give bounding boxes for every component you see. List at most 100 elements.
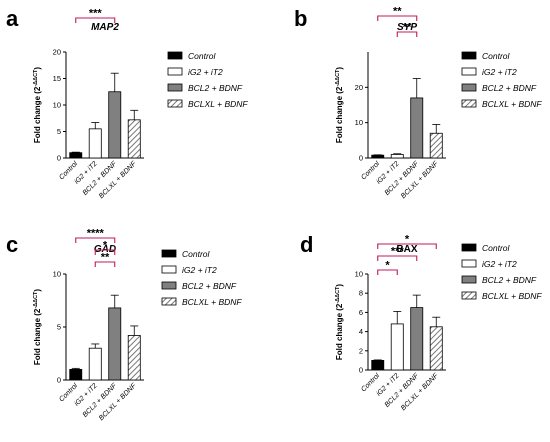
panel-a-sig-bracket-0 bbox=[75, 17, 116, 23]
panel-d-ytick-label-5: 10 bbox=[355, 270, 363, 279]
panel-c-sig-label-1: * bbox=[103, 240, 108, 252]
panel-d-legend-swatch-3 bbox=[461, 291, 477, 300]
panel-c-legend-swatch-0 bbox=[161, 249, 177, 258]
panel-d-sig-bracket-0 bbox=[377, 243, 437, 249]
panel-b-legend-label-0: Control bbox=[482, 51, 511, 61]
panel-b-ytick-label-2: 20 bbox=[355, 83, 363, 92]
panel-b-ylabel: Fold change (2-ΔΔCT) bbox=[335, 67, 344, 144]
panel-d-legend-label-3: BCLXL + BDNF bbox=[482, 291, 542, 301]
panel-d-title: BAX bbox=[396, 244, 417, 255]
panel-a-bar-0 bbox=[69, 152, 83, 159]
panel-c-bar-3 bbox=[127, 335, 141, 381]
panel-b-legend-label-2: BCL2 + BDNF bbox=[482, 83, 537, 93]
panel-d-ytick-label-2: 4 bbox=[359, 327, 363, 336]
panel-c-sig-bracket-2 bbox=[94, 261, 116, 267]
panel-d-ytick-label-0: 0 bbox=[359, 366, 363, 375]
panel-a-legend-swatch-1 bbox=[167, 67, 183, 76]
panel-b-sig-bracket-1 bbox=[396, 31, 418, 37]
panel-d-bar-0 bbox=[371, 359, 385, 371]
panel-b-legend-label-1: iG2 + iT2 bbox=[482, 67, 517, 77]
panel-d-ylabel: Fold change (2-ΔΔCT) bbox=[335, 284, 344, 361]
panel-c-ylabel: Fold change (2-ΔΔCT) bbox=[33, 289, 42, 366]
panel-a-ylabel: Fold change (2-ΔΔCT) bbox=[33, 67, 42, 144]
panel-d-ytick-label-4: 8 bbox=[359, 289, 363, 298]
panel-d-legend-label-2: BCL2 + BDNF bbox=[482, 275, 537, 285]
panel-b-cat-label-3: BCLXL + BDNF bbox=[400, 160, 440, 200]
panel-b-legend-swatch-2 bbox=[461, 83, 477, 92]
panel-c-bar-2 bbox=[108, 307, 122, 381]
panel-d-legend-label-1: iG2 + iT2 bbox=[482, 259, 517, 269]
panel-b-sig-bracket-0 bbox=[377, 15, 418, 21]
panel-d-legend-swatch-1 bbox=[461, 259, 477, 268]
panel-d-sig-label-1: *** bbox=[391, 246, 405, 258]
panel-c-legend-label-3: BCLXL + BDNF bbox=[182, 297, 242, 307]
panel-d-letter: d bbox=[300, 232, 313, 257]
panel-a-title: MAP2 bbox=[91, 22, 119, 33]
panel-c-ytick-label-0: 0 bbox=[57, 376, 61, 385]
panel-d-sig-bracket-1 bbox=[377, 255, 418, 261]
panel-b-bar-2 bbox=[410, 97, 424, 159]
panel-c-legend-label-1: iG2 + iT2 bbox=[182, 265, 217, 275]
panel-c-ytick-label-2: 10 bbox=[53, 270, 61, 279]
panel-a-ytick-label-2: 10 bbox=[53, 101, 61, 110]
panel-d-cat-label-2: BCL2 + BDNF bbox=[384, 372, 421, 409]
panel-b-bar-0 bbox=[371, 154, 385, 159]
panel-a-ytick-label-3: 15 bbox=[53, 74, 61, 83]
panel-b-cat-label-2: BCL2 + BDNF bbox=[384, 160, 421, 197]
panel-b-bar-3 bbox=[429, 132, 443, 159]
panel-c-bar-1 bbox=[88, 347, 102, 381]
panel-a-cat-label-3: BCLXL + BDNF bbox=[98, 160, 138, 200]
panel-a-ytick-label-4: 20 bbox=[53, 48, 61, 57]
panel-c-cat-label-3: BCLXL + BDNF bbox=[98, 382, 138, 422]
panel-b-sig-label-1: ** bbox=[403, 22, 412, 34]
panel-c-legend-swatch-3 bbox=[161, 297, 177, 306]
panel-a-legend-swatch-2 bbox=[167, 83, 183, 92]
panel-a-legend-swatch-0 bbox=[167, 51, 183, 60]
panel-d-sig-label-2: * bbox=[385, 260, 390, 272]
panel-a-bar-2 bbox=[108, 91, 122, 159]
panel-c-letter: c bbox=[6, 232, 18, 257]
panel-b-letter: b bbox=[294, 6, 307, 31]
panel-b-legend-swatch-3 bbox=[461, 99, 477, 108]
panel-d-sig-label-0: * bbox=[405, 234, 410, 246]
panel-d-ytick-label-3: 6 bbox=[359, 308, 363, 317]
panel-b-bar-1 bbox=[390, 154, 404, 159]
panel-a-ytick-label-1: 5 bbox=[57, 127, 61, 136]
panel-d-legend-swatch-2 bbox=[461, 275, 477, 284]
panel-a-sig-label-0: *** bbox=[89, 8, 103, 20]
panel-a-legend-label-3: BCLXL + BDNF bbox=[188, 99, 248, 109]
panel-b-legend-label-3: BCLXL + BDNF bbox=[482, 99, 542, 109]
panel-c-legend-swatch-2 bbox=[161, 281, 177, 290]
panel-a-legend-label-2: BCL2 + BDNF bbox=[188, 83, 243, 93]
panel-a-letter: a bbox=[6, 6, 19, 31]
panel-c-cat-label-2: BCL2 + BDNF bbox=[82, 382, 119, 419]
panel-a-ytick-label-0: 0 bbox=[57, 154, 61, 163]
panel-d-ytick-label-1: 2 bbox=[359, 346, 363, 355]
panel-d-bar-3 bbox=[429, 326, 443, 371]
panel-d-legend-swatch-0 bbox=[461, 243, 477, 252]
panel-d-bar-2 bbox=[410, 307, 424, 371]
panel-c-legend-swatch-1 bbox=[161, 265, 177, 274]
panel-c-legend-label-0: Control bbox=[182, 249, 211, 259]
panel-b-legend-swatch-0 bbox=[461, 51, 477, 60]
panel-b-ytick-label-0: 0 bbox=[359, 154, 363, 163]
panel-a-legend-label-1: iG2 + iT2 bbox=[188, 67, 223, 77]
panel-c-legend-label-2: BCL2 + BDNF bbox=[182, 281, 237, 291]
panel-b-title: SYP bbox=[397, 22, 417, 33]
panel-a-bar-3 bbox=[127, 119, 141, 159]
panel-c-sig-label-2: ** bbox=[101, 252, 110, 264]
panel-c-sig-bracket-0 bbox=[75, 237, 116, 243]
panel-b-ytick-label-1: 10 bbox=[355, 118, 363, 127]
panel-c-bar-0 bbox=[69, 368, 83, 381]
panel-d-legend-label-0: Control bbox=[482, 243, 511, 253]
panel-c-sig-bracket-1 bbox=[94, 249, 116, 255]
panel-a-legend-label-0: Control bbox=[188, 51, 217, 61]
panel-a-cat-label-2: BCL2 + BDNF bbox=[82, 160, 119, 197]
panel-d-bar-1 bbox=[390, 323, 404, 371]
panel-c-ytick-label-1: 5 bbox=[57, 323, 61, 332]
panel-d-sig-bracket-2 bbox=[377, 269, 398, 275]
panel-a-legend-swatch-3 bbox=[167, 99, 183, 108]
panel-b-sig-label-0: ** bbox=[393, 6, 402, 18]
